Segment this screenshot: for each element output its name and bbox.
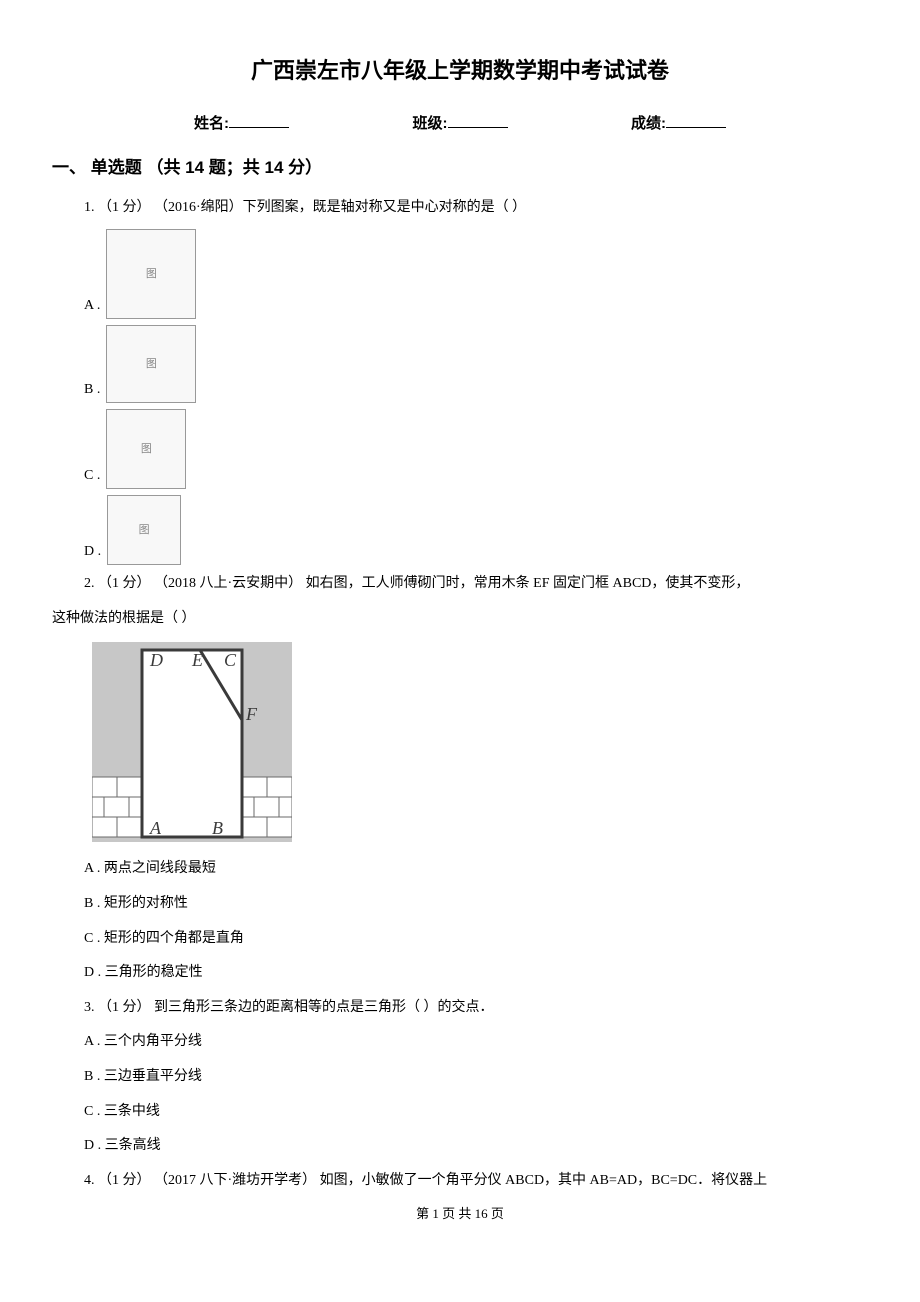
q1-imgD: 图 — [107, 495, 181, 565]
class-label: 班级: — [413, 115, 448, 132]
q1-optC-label: C . — [84, 463, 100, 490]
q3-optC: C . 三条中线 — [84, 1099, 868, 1126]
q1-optC: C . 图 — [84, 409, 868, 489]
q3-optB: B . 三边垂直平分线 — [84, 1064, 868, 1091]
door-label-D: D — [149, 650, 163, 670]
q1-optA-label: A . — [84, 293, 100, 320]
q3-stem: 3. （1 分） 到三角形三条边的距离相等的点是三角形（ ）的交点． — [84, 995, 868, 1022]
q1-optD-label: D . — [84, 539, 101, 566]
door-label-F: F — [245, 704, 258, 724]
q3-optA: A . 三个内角平分线 — [84, 1029, 868, 1056]
door-label-E: E — [191, 650, 203, 670]
door-label-A: A — [149, 818, 162, 838]
q2-optC: C . 矩形的四个角都是直角 — [84, 926, 868, 953]
q2-stem2: 这种做法的根据是（ ） — [52, 606, 868, 633]
class-blank[interactable] — [448, 112, 508, 128]
q1-imgA: 图 — [106, 229, 196, 319]
name-label: 姓名: — [194, 115, 229, 132]
q4-stem: 4. （1 分） （2017 八下·潍坊开学考） 如图，小敏做了一个角平分仪 A… — [84, 1168, 868, 1195]
score-label-group: 成绩: — [631, 110, 726, 139]
score-label: 成绩: — [631, 115, 666, 132]
score-blank[interactable] — [666, 112, 726, 128]
q2-optB: B . 矩形的对称性 — [84, 891, 868, 918]
q1-stem: 1. （1 分） （2016·绵阳）下列图案，既是轴对称又是中心对称的是（ ） — [84, 195, 868, 222]
q2-stem: 2. （1 分） （2018 八上·云安期中） 如右图，工人师傅砌门时，常用木条… — [84, 571, 868, 598]
page-footer: 第 1 页 共 16 页 — [52, 1202, 868, 1247]
q1-optA: A . 图 — [84, 229, 868, 319]
q1-optB-label: B . — [84, 377, 100, 404]
door-label-C: C — [224, 650, 237, 670]
q1-optD: D . 图 — [84, 495, 868, 565]
page-title: 广西崇左市八年级上学期数学期中考试试卷 — [52, 50, 868, 92]
class-label-group: 班级: — [413, 110, 508, 139]
q2-figure: D E C F A B — [92, 642, 292, 842]
q2-optA: A . 两点之间线段最短 — [84, 856, 868, 883]
q1-imgB: 图 — [106, 325, 196, 403]
door-label-B: B — [212, 818, 223, 838]
name-blank[interactable] — [229, 112, 289, 128]
q1-optB: B . 图 — [84, 325, 868, 403]
info-row: 姓名: 班级: 成绩: — [52, 110, 868, 139]
name-label-group: 姓名: — [194, 110, 289, 139]
q3-optD: D . 三条高线 — [84, 1133, 868, 1160]
section-header: 一、 单选题 （共 14 题；共 14 分） — [52, 152, 868, 184]
q2-optD: D . 三角形的稳定性 — [84, 960, 868, 987]
q1-imgC: 图 — [106, 409, 186, 489]
